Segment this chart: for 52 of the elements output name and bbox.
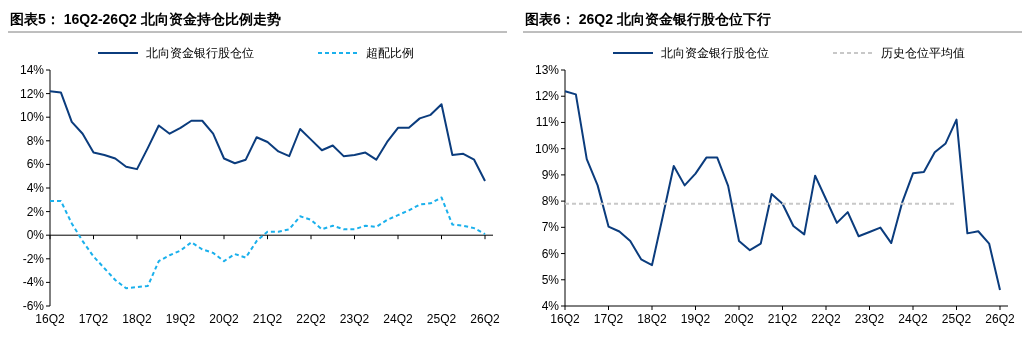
- legend-label: 北向资金银行股仓位: [661, 46, 769, 60]
- chart-title: 图表5： 16Q2-26Q2 北向资金持仓比例走势: [10, 11, 281, 27]
- x-tick-label: 16Q2: [550, 312, 580, 326]
- x-tick-label: 16Q2: [35, 312, 65, 326]
- x-tick-label: 22Q2: [811, 312, 841, 326]
- y-tick-label: 5%: [541, 272, 560, 287]
- line-series: [49, 90, 486, 182]
- y-tick-label: 6%: [26, 157, 45, 172]
- line-series: [564, 90, 1001, 291]
- x-tick-label: 25Q2: [941, 312, 972, 326]
- y-tick-label: -2%: [22, 251, 45, 266]
- x-tick-label: 25Q2: [426, 312, 457, 326]
- y-tick-label: 12%: [19, 86, 45, 101]
- x-tick-label: 23Q2: [854, 312, 885, 326]
- y-tick-label: 13%: [534, 63, 560, 77]
- x-tick-label: 20Q2: [209, 312, 239, 326]
- x-tick-label: 26Q2: [985, 312, 1015, 326]
- y-tick-label: 9%: [541, 167, 560, 182]
- y-tick-label: 12%: [534, 89, 560, 104]
- y-tick-label: -4%: [22, 275, 45, 290]
- line-series: [49, 196, 486, 290]
- y-tick-label: 10%: [19, 110, 45, 125]
- chart-title: 图表6： 26Q2 北向资金银行股仓位下行: [525, 11, 771, 27]
- y-tick-label: -6%: [22, 299, 45, 313]
- y-tick-label: 14%: [19, 63, 45, 77]
- x-tick-label: 21Q2: [252, 312, 283, 326]
- y-tick-label: 6%: [541, 246, 560, 261]
- x-tick-label: 18Q2: [637, 312, 667, 326]
- x-tick-label: 24Q2: [898, 312, 928, 326]
- y-tick-label: 0%: [26, 228, 45, 243]
- x-tick-label: 21Q2: [767, 312, 798, 326]
- x-tick-label: 17Q2: [593, 312, 624, 326]
- y-tick-label: 8%: [26, 133, 45, 148]
- legend-label: 北向资金银行股仓位: [146, 46, 254, 60]
- x-tick-label: 19Q2: [680, 312, 711, 326]
- y-tick-label: 8%: [541, 194, 560, 209]
- x-tick-label: 24Q2: [383, 312, 413, 326]
- y-tick-label: 2%: [26, 204, 45, 219]
- x-tick-label: 26Q2: [470, 312, 500, 326]
- y-tick-label: 10%: [534, 141, 560, 156]
- y-tick-label: 7%: [541, 220, 560, 235]
- x-tick-label: 20Q2: [724, 312, 754, 326]
- x-tick-label: 23Q2: [339, 312, 370, 326]
- y-tick-label: 4%: [541, 299, 560, 313]
- legend-label: 历史仓位平均值: [881, 46, 965, 60]
- y-tick-label: 11%: [535, 115, 560, 130]
- x-tick-label: 17Q2: [78, 312, 109, 326]
- x-tick-label: 19Q2: [165, 312, 196, 326]
- x-tick-label: 18Q2: [122, 312, 152, 326]
- legend-label: 超配比例: [366, 46, 414, 60]
- y-tick-label: 4%: [26, 181, 45, 195]
- x-tick-label: 22Q2: [296, 312, 326, 326]
